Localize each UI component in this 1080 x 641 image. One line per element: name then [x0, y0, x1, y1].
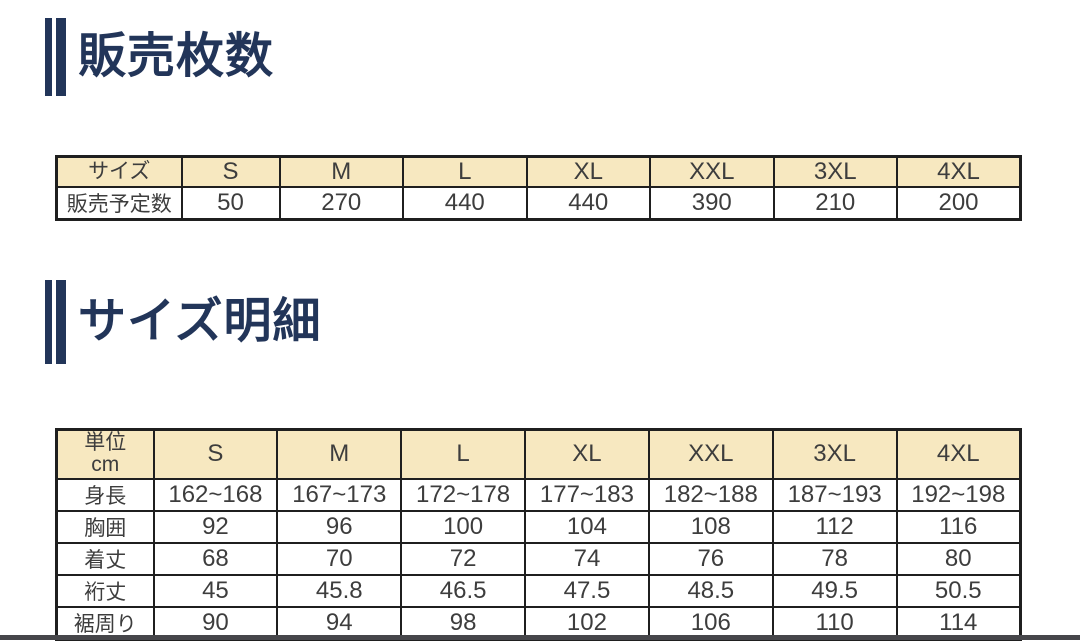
col-header-size: XXL: [649, 155, 775, 188]
body-length-value: 78: [771, 541, 898, 576]
height-value: 172~178: [400, 477, 527, 512]
bottom-edge-bar: [0, 635, 1080, 640]
height-value: 182~188: [647, 477, 774, 512]
sleeve-length-value: 46.5: [400, 573, 527, 608]
detail-section-title: サイズ明細: [78, 295, 322, 348]
body-length-value: 72: [400, 541, 527, 576]
detail-corner-header-unit-cm: 単位 cm: [55, 428, 155, 480]
col-header-size: S: [180, 155, 281, 188]
sleeve-length-value: 49.5: [771, 573, 898, 608]
unit-cm-label: cm: [91, 453, 120, 477]
chest-value: 112: [771, 509, 898, 544]
sleeve-length-value: 50.5: [895, 573, 1022, 608]
height-row: 身長 162~168 167~173 172~178 177~183 182~1…: [55, 477, 1022, 512]
planned-sales-value: 50: [180, 186, 281, 221]
planned-sales-value: 440: [525, 186, 651, 221]
row-label-chest: 胸囲: [55, 509, 155, 544]
sleeve-length-row: 裄丈 45 45.8 46.5 47.5 48.5 49.5 50.5: [55, 573, 1022, 608]
height-value: 162~168: [152, 477, 279, 512]
chest-row: 胸囲 92 96 100 104 108 112 116: [55, 509, 1022, 544]
row-label-sleeve-length: 裄丈: [55, 573, 155, 608]
body-length-row: 着丈 68 70 72 74 76 78 80: [55, 541, 1022, 576]
col-header-size: M: [278, 155, 404, 188]
sleeve-length-value: 48.5: [647, 573, 774, 608]
chest-value: 96: [276, 509, 403, 544]
detail-section-heading: サイズ明細: [45, 280, 322, 364]
body-length-value: 80: [895, 541, 1022, 576]
sales-section-heading: 販売枚数: [45, 18, 274, 96]
col-header-size: XXL: [647, 428, 774, 480]
col-header-size: 4XL: [895, 428, 1022, 480]
sales-corner-header: サイズ: [55, 155, 183, 188]
sleeve-length-value: 47.5: [524, 573, 650, 608]
detail-header-row: 単位 cm S M L XL XXL 3XL 4XL: [55, 428, 1022, 480]
col-header-size: 3XL: [772, 155, 898, 188]
col-header-size: 3XL: [771, 428, 898, 480]
chest-value: 92: [152, 509, 279, 544]
hem-value: 94: [276, 605, 403, 640]
col-header-size: XL: [525, 155, 651, 188]
title-accent-bars-icon: [45, 18, 66, 96]
col-header-size: XL: [524, 428, 650, 480]
body-length-value: 76: [647, 541, 774, 576]
unit-label: 単位: [84, 430, 127, 454]
planned-sales-value: 270: [278, 186, 404, 221]
col-header-size: L: [402, 155, 528, 188]
chest-value: 108: [647, 509, 774, 544]
hem-value: 102: [524, 605, 650, 640]
chest-value: 104: [524, 509, 650, 544]
chest-value: 100: [400, 509, 527, 544]
height-value: 167~173: [276, 477, 403, 512]
sales-section-title: 販売枚数: [78, 30, 275, 83]
row-label-planned-sales: 販売予定数: [55, 186, 183, 221]
planned-sales-value: 440: [402, 186, 528, 221]
col-header-size: M: [276, 428, 403, 480]
row-label-hem: 裾周り: [55, 605, 155, 640]
col-header-size: L: [400, 428, 527, 480]
row-label-height: 身長: [55, 477, 155, 512]
sales-quantity-table: サイズ S M L XL XXL 3XL 4XL 販売予定数 50 270 44…: [55, 155, 1022, 221]
col-header-size: S: [152, 428, 279, 480]
title-accent-bars-icon: [45, 280, 66, 364]
planned-sales-value: 210: [772, 186, 898, 221]
sales-header-row: サイズ S M L XL XXL 3XL 4XL: [55, 155, 1022, 188]
sleeve-length-value: 45: [152, 573, 279, 608]
planned-sales-value: 390: [649, 186, 775, 221]
planned-sales-value: 200: [896, 186, 1022, 221]
body-length-value: 70: [276, 541, 403, 576]
height-value: 187~193: [771, 477, 898, 512]
size-detail-table: 単位 cm S M L XL XXL 3XL 4XL 身長 162~168 16…: [55, 428, 1022, 641]
planned-sales-row: 販売予定数 50 270 440 440 390 210 200: [55, 186, 1022, 221]
body-length-value: 74: [524, 541, 650, 576]
height-value: 177~183: [524, 477, 650, 512]
row-label-body-length: 着丈: [55, 541, 155, 576]
col-header-size: 4XL: [896, 155, 1022, 188]
chest-value: 116: [895, 509, 1022, 544]
height-value: 192~198: [895, 477, 1022, 512]
body-length-value: 68: [152, 541, 279, 576]
sleeve-length-value: 45.8: [276, 573, 403, 608]
